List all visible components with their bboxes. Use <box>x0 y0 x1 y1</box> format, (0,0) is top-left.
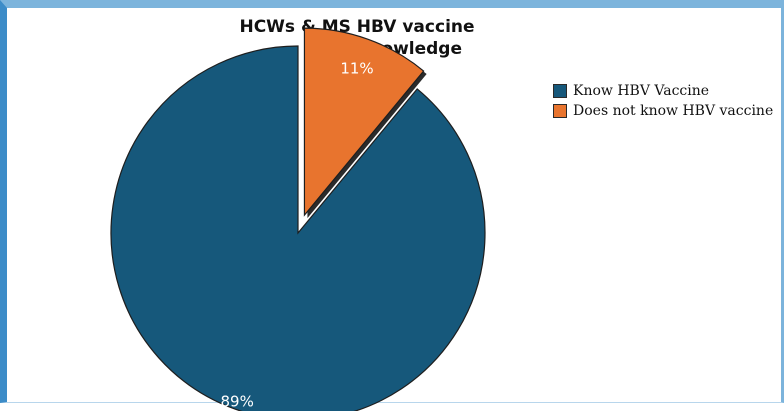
legend-swatch-not-know <box>553 103 567 118</box>
chart-title: HCWs & MS HBV vaccine knowledge <box>197 16 517 60</box>
legend-label-know: Know HBV Vaccine <box>573 82 710 99</box>
chart-legend: Know HBV Vaccine Does not know HBV vacci… <box>553 81 773 121</box>
legend-label-not-know: Does not know HBV vaccine <box>573 102 774 119</box>
legend-item-not-know: Does not know HBV vaccine <box>553 101 773 120</box>
legend-item-know: Know HBV Vaccine <box>553 81 773 100</box>
pie-slice-not-know <box>303 27 425 217</box>
pie-slice-know <box>110 45 486 411</box>
chart-title-line-1: HCWs & MS HBV vaccine <box>239 17 475 37</box>
slice-label-not-know: 11% <box>340 60 373 78</box>
legend-swatch-know <box>553 83 567 98</box>
pie-slices <box>110 27 486 411</box>
slice-label-know: 89% <box>221 392 254 410</box>
pie-chart: 89% 11% <box>110 27 486 411</box>
